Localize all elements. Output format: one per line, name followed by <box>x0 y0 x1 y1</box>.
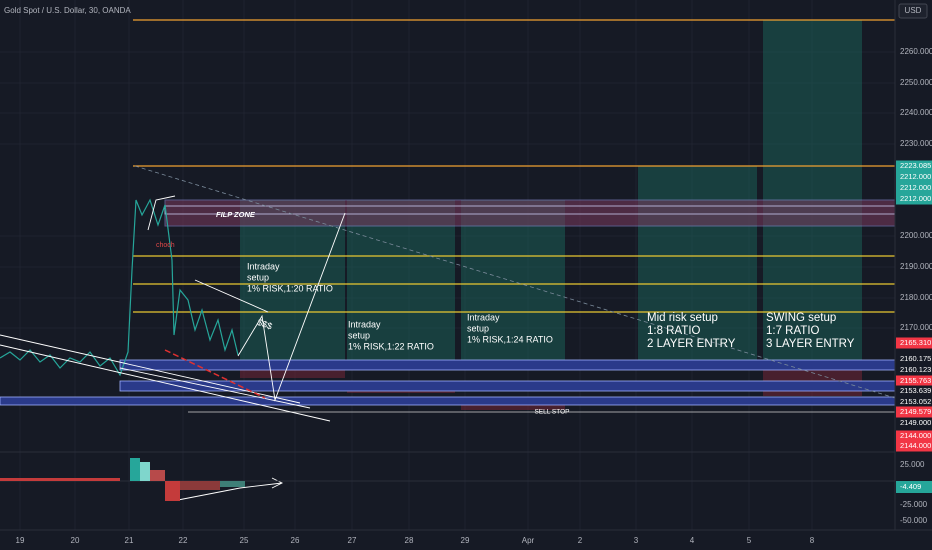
currency-button[interactable] <box>898 3 928 19</box>
date-label: 27 <box>348 536 357 545</box>
price-tag-bg <box>896 375 932 387</box>
arrow <box>164 349 266 399</box>
price-tag-bg <box>896 385 932 397</box>
date-label: 5 <box>747 536 752 545</box>
price-tag: 2212.000 <box>900 183 931 192</box>
setup-line: setup <box>467 323 489 333</box>
setup-line: setup <box>348 330 370 340</box>
currency[interactable]: USD <box>905 6 922 15</box>
indicator-label: 25.000 <box>900 460 925 469</box>
setup-line: Mid risk setup <box>647 312 718 324</box>
price-tag: 2212.000 <box>900 194 931 203</box>
setup-line: SWING setup <box>766 312 836 324</box>
price-tag-bg <box>896 182 932 194</box>
price-tag: 2149.000 <box>900 418 931 427</box>
levels <box>0 19 896 413</box>
price-tag-bg <box>896 417 932 429</box>
price-label: 2230.000 <box>900 139 932 148</box>
date-label: 3 <box>634 536 639 545</box>
price-tag: 2149.579 <box>900 407 931 416</box>
date-label: 25 <box>240 536 249 545</box>
price-tag: 2160.175 <box>900 354 931 363</box>
price-tags: 2223.085 2212.000 2212.000 2212.000 2165.310… <box>896 160 932 452</box>
price-tag-bg <box>896 440 932 452</box>
setup-line: 1% RISK,1:24 RATIO <box>467 334 553 344</box>
price-label: 2190.000 <box>900 262 932 271</box>
price-tag: 2144.000 <box>900 431 931 440</box>
price-label: 2240.000 <box>900 108 932 117</box>
setup-line: 1% RISK,1:22 RATIO <box>348 341 434 351</box>
setup-line: 3 LAYER ENTRY <box>766 338 855 350</box>
date-label: 26 <box>291 536 300 545</box>
indicator-label: -25.000 <box>900 500 928 509</box>
price-label: 2180.000 <box>900 293 932 302</box>
price-tag: 2153.639 <box>900 386 931 395</box>
price-tag: 2144.000 <box>900 441 931 450</box>
date-label: 22 <box>179 536 188 545</box>
price-label: 2170.000 <box>900 323 932 332</box>
date-label: 21 <box>125 536 134 545</box>
price-axis-bg <box>895 0 932 550</box>
price-tag-bg <box>896 353 932 365</box>
indicator <box>0 458 895 501</box>
flip-zone-label: FILP ZONE <box>216 210 256 219</box>
price-tag-bg <box>896 364 932 376</box>
price-label: 2200.000 <box>900 231 932 240</box>
choch-label: choch <box>156 242 175 249</box>
setup-line: 1% RISK,1:20 RATIO <box>247 283 333 293</box>
price-tag-bg <box>896 430 932 442</box>
date-label: 4 <box>690 536 695 545</box>
liquidity-label: $$$ <box>256 317 274 332</box>
date-label: 29 <box>461 536 470 545</box>
price-tag-bg <box>896 160 932 172</box>
date-label: Apr <box>522 536 535 545</box>
price-tag-bg <box>896 396 932 408</box>
date-label: 28 <box>405 536 414 545</box>
price-tag: 2153.052 <box>900 397 931 406</box>
date-label: 2 <box>578 536 583 545</box>
setup-line: 1:7 RATIO <box>766 325 820 337</box>
price-tag: 2160.123 <box>900 365 931 374</box>
price-tag-bg <box>896 193 932 205</box>
setup-line: setup <box>247 272 269 282</box>
price-tag: 2212.000 <box>900 172 931 181</box>
indicator-tag: -4.409 <box>900 482 921 491</box>
price-tag: 2155.763 <box>900 376 931 385</box>
price-tag: 2165.310 <box>900 338 931 347</box>
indicator-label: -50.000 <box>900 516 928 525</box>
price-tag-bg <box>896 337 932 349</box>
setup-line: Intraday <box>348 319 381 329</box>
price-tag-bg <box>896 171 932 183</box>
date-label: 20 <box>71 536 80 545</box>
symbol-title: Gold Spot / U.S. Dollar, 30, OANDA <box>4 6 131 15</box>
price-label: 2260.000 <box>900 47 932 56</box>
setup-line: 2 LAYER ENTRY <box>647 338 736 350</box>
sell-stop-label: SELL STOP <box>534 409 569 416</box>
date-label: 19 <box>16 536 25 545</box>
setup-line: Intraday <box>247 261 280 271</box>
setup-line: Intraday <box>467 312 500 322</box>
price-tag-bg <box>896 406 932 418</box>
indicator-tag-bg <box>896 481 932 493</box>
price-path <box>0 198 239 377</box>
price-tag: 2223.085 <box>900 161 931 170</box>
date-label: 8 <box>810 536 815 545</box>
setup-line: 1:8 RATIO <box>647 325 701 337</box>
price-label: 2250.000 <box>900 78 932 87</box>
drawings <box>0 195 346 501</box>
date-axis: 19 20 21 22 25 26 27 28 29 Apr 2 3 4 5 8 <box>16 536 815 545</box>
